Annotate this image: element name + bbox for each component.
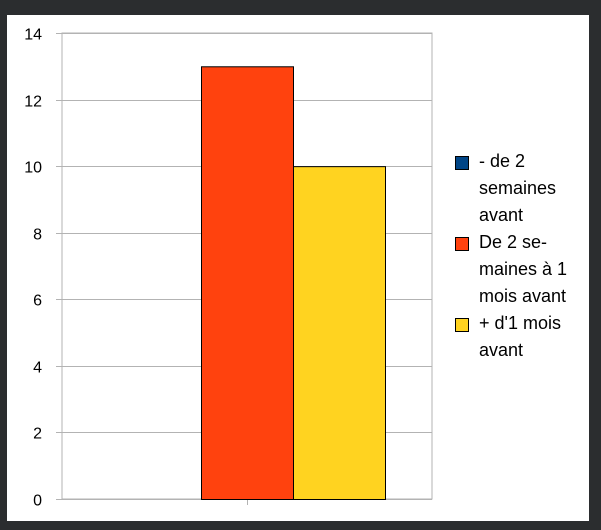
legend-item: - de 2 semaines avant [453, 148, 583, 229]
bar-chart: 0 2 4 6 8 10 12 14 [24, 27, 433, 510]
legend-label: - de 2 semaines avant [479, 151, 557, 225]
legend-label: De 2 se- maines à 1 mois avant [479, 232, 568, 306]
y-tick-label: 8 [33, 227, 42, 244]
legend-swatch [455, 237, 469, 251]
y-tick-label: 14 [24, 27, 42, 44]
y-tick-label: 6 [33, 293, 42, 310]
y-tick-label: 4 [33, 360, 42, 377]
legend-swatch [455, 318, 469, 332]
bar-1 [201, 66, 294, 501]
chart-frame: 0 2 4 6 8 10 12 14 - de 2 semaines avant De 2 se… [7, 15, 589, 521]
y-tick-label: 12 [24, 94, 42, 111]
legend: - de 2 semaines avant De 2 se- maines à 1… [453, 148, 583, 364]
bar-2 [293, 166, 386, 500]
legend-item: De 2 se- maines à 1 mois avant [453, 229, 583, 310]
legend-item: + d'1 mois avant [453, 310, 583, 364]
legend-swatch [455, 156, 469, 170]
y-tick-label: 10 [24, 160, 42, 177]
legend-label: + d'1 mois avant [479, 313, 561, 360]
y-tick-label: 0 [33, 493, 42, 510]
y-tick-label: 2 [33, 426, 42, 443]
